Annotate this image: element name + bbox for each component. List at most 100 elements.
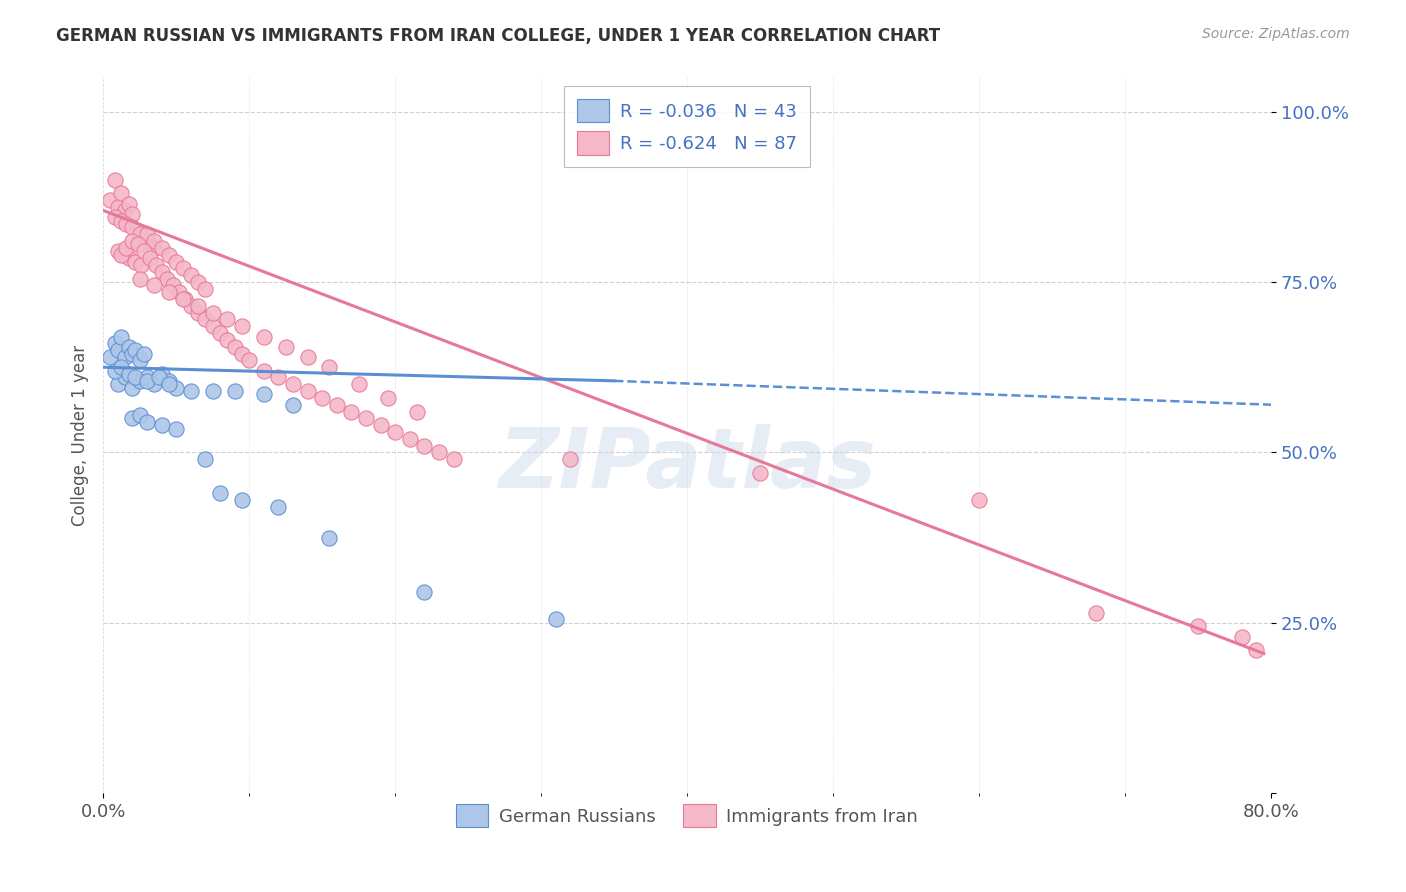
Point — [544, 612, 567, 626]
Point — [224, 384, 246, 398]
Point — [118, 367, 141, 381]
Point — [231, 319, 253, 334]
Point — [267, 500, 290, 514]
Point — [139, 251, 162, 265]
Point — [143, 234, 166, 248]
Point — [208, 326, 231, 340]
Point — [121, 411, 143, 425]
Point — [325, 398, 347, 412]
Point — [413, 439, 436, 453]
Point — [1246, 643, 1268, 657]
Point — [560, 452, 582, 467]
Point — [136, 374, 159, 388]
Point — [136, 234, 159, 248]
Point — [162, 278, 184, 293]
Point — [180, 268, 202, 282]
Point — [194, 312, 217, 326]
Point — [194, 452, 217, 467]
Point — [172, 261, 194, 276]
Point — [377, 391, 399, 405]
Point — [124, 370, 146, 384]
Point — [167, 285, 190, 300]
Point — [311, 391, 333, 405]
Point — [201, 306, 224, 320]
Point — [110, 329, 132, 343]
Point — [104, 211, 127, 225]
Point — [281, 398, 304, 412]
Point — [121, 234, 143, 248]
Point — [100, 350, 122, 364]
Point — [150, 418, 173, 433]
Point — [173, 292, 195, 306]
Point — [157, 285, 180, 300]
Point — [281, 377, 304, 392]
Point — [124, 343, 146, 358]
Point — [114, 370, 136, 384]
Point — [128, 374, 150, 388]
Point — [187, 306, 209, 320]
Point — [157, 374, 180, 388]
Point — [187, 275, 209, 289]
Point — [340, 404, 363, 418]
Legend: German Russians, Immigrants from Iran: German Russians, Immigrants from Iran — [449, 797, 925, 834]
Point — [110, 360, 132, 375]
Point — [157, 377, 180, 392]
Point — [115, 241, 138, 255]
Point — [347, 377, 370, 392]
Point — [201, 384, 224, 398]
Point — [104, 172, 127, 186]
Point — [224, 340, 246, 354]
Point — [172, 292, 194, 306]
Point — [124, 254, 146, 268]
Point — [967, 493, 990, 508]
Point — [180, 299, 202, 313]
Point — [150, 367, 173, 381]
Point — [110, 248, 132, 262]
Point — [128, 271, 150, 285]
Point — [187, 299, 209, 313]
Point — [136, 227, 159, 242]
Point — [136, 370, 159, 384]
Point — [238, 353, 260, 368]
Point — [143, 377, 166, 392]
Point — [145, 258, 167, 272]
Point — [121, 207, 143, 221]
Point — [121, 220, 143, 235]
Point — [201, 319, 224, 334]
Point — [443, 452, 465, 467]
Point — [194, 282, 217, 296]
Point — [107, 377, 129, 392]
Point — [104, 336, 127, 351]
Point — [150, 265, 173, 279]
Point — [165, 254, 187, 268]
Point — [208, 486, 231, 500]
Point — [143, 241, 166, 255]
Point — [100, 193, 122, 207]
Point — [427, 445, 450, 459]
Point — [118, 340, 141, 354]
Text: GERMAN RUSSIAN VS IMMIGRANTS FROM IRAN COLLEGE, UNDER 1 YEAR CORRELATION CHART: GERMAN RUSSIAN VS IMMIGRANTS FROM IRAN C… — [56, 27, 941, 45]
Point — [406, 404, 429, 418]
Point — [114, 350, 136, 364]
Point — [112, 248, 135, 262]
Point — [129, 258, 152, 272]
Point — [297, 384, 319, 398]
Point — [132, 244, 155, 259]
Point — [107, 244, 129, 259]
Point — [115, 217, 138, 231]
Point — [128, 353, 150, 368]
Point — [157, 248, 180, 262]
Point — [231, 346, 253, 360]
Text: Source: ZipAtlas.com: Source: ZipAtlas.com — [1202, 27, 1350, 41]
Point — [104, 363, 127, 377]
Point — [118, 251, 141, 265]
Point — [110, 213, 132, 227]
Point — [1084, 606, 1107, 620]
Point — [165, 381, 187, 395]
Point — [136, 415, 159, 429]
Point — [121, 346, 143, 360]
Point — [1230, 630, 1253, 644]
Point — [384, 425, 406, 439]
Point — [107, 343, 129, 358]
Point — [107, 200, 129, 214]
